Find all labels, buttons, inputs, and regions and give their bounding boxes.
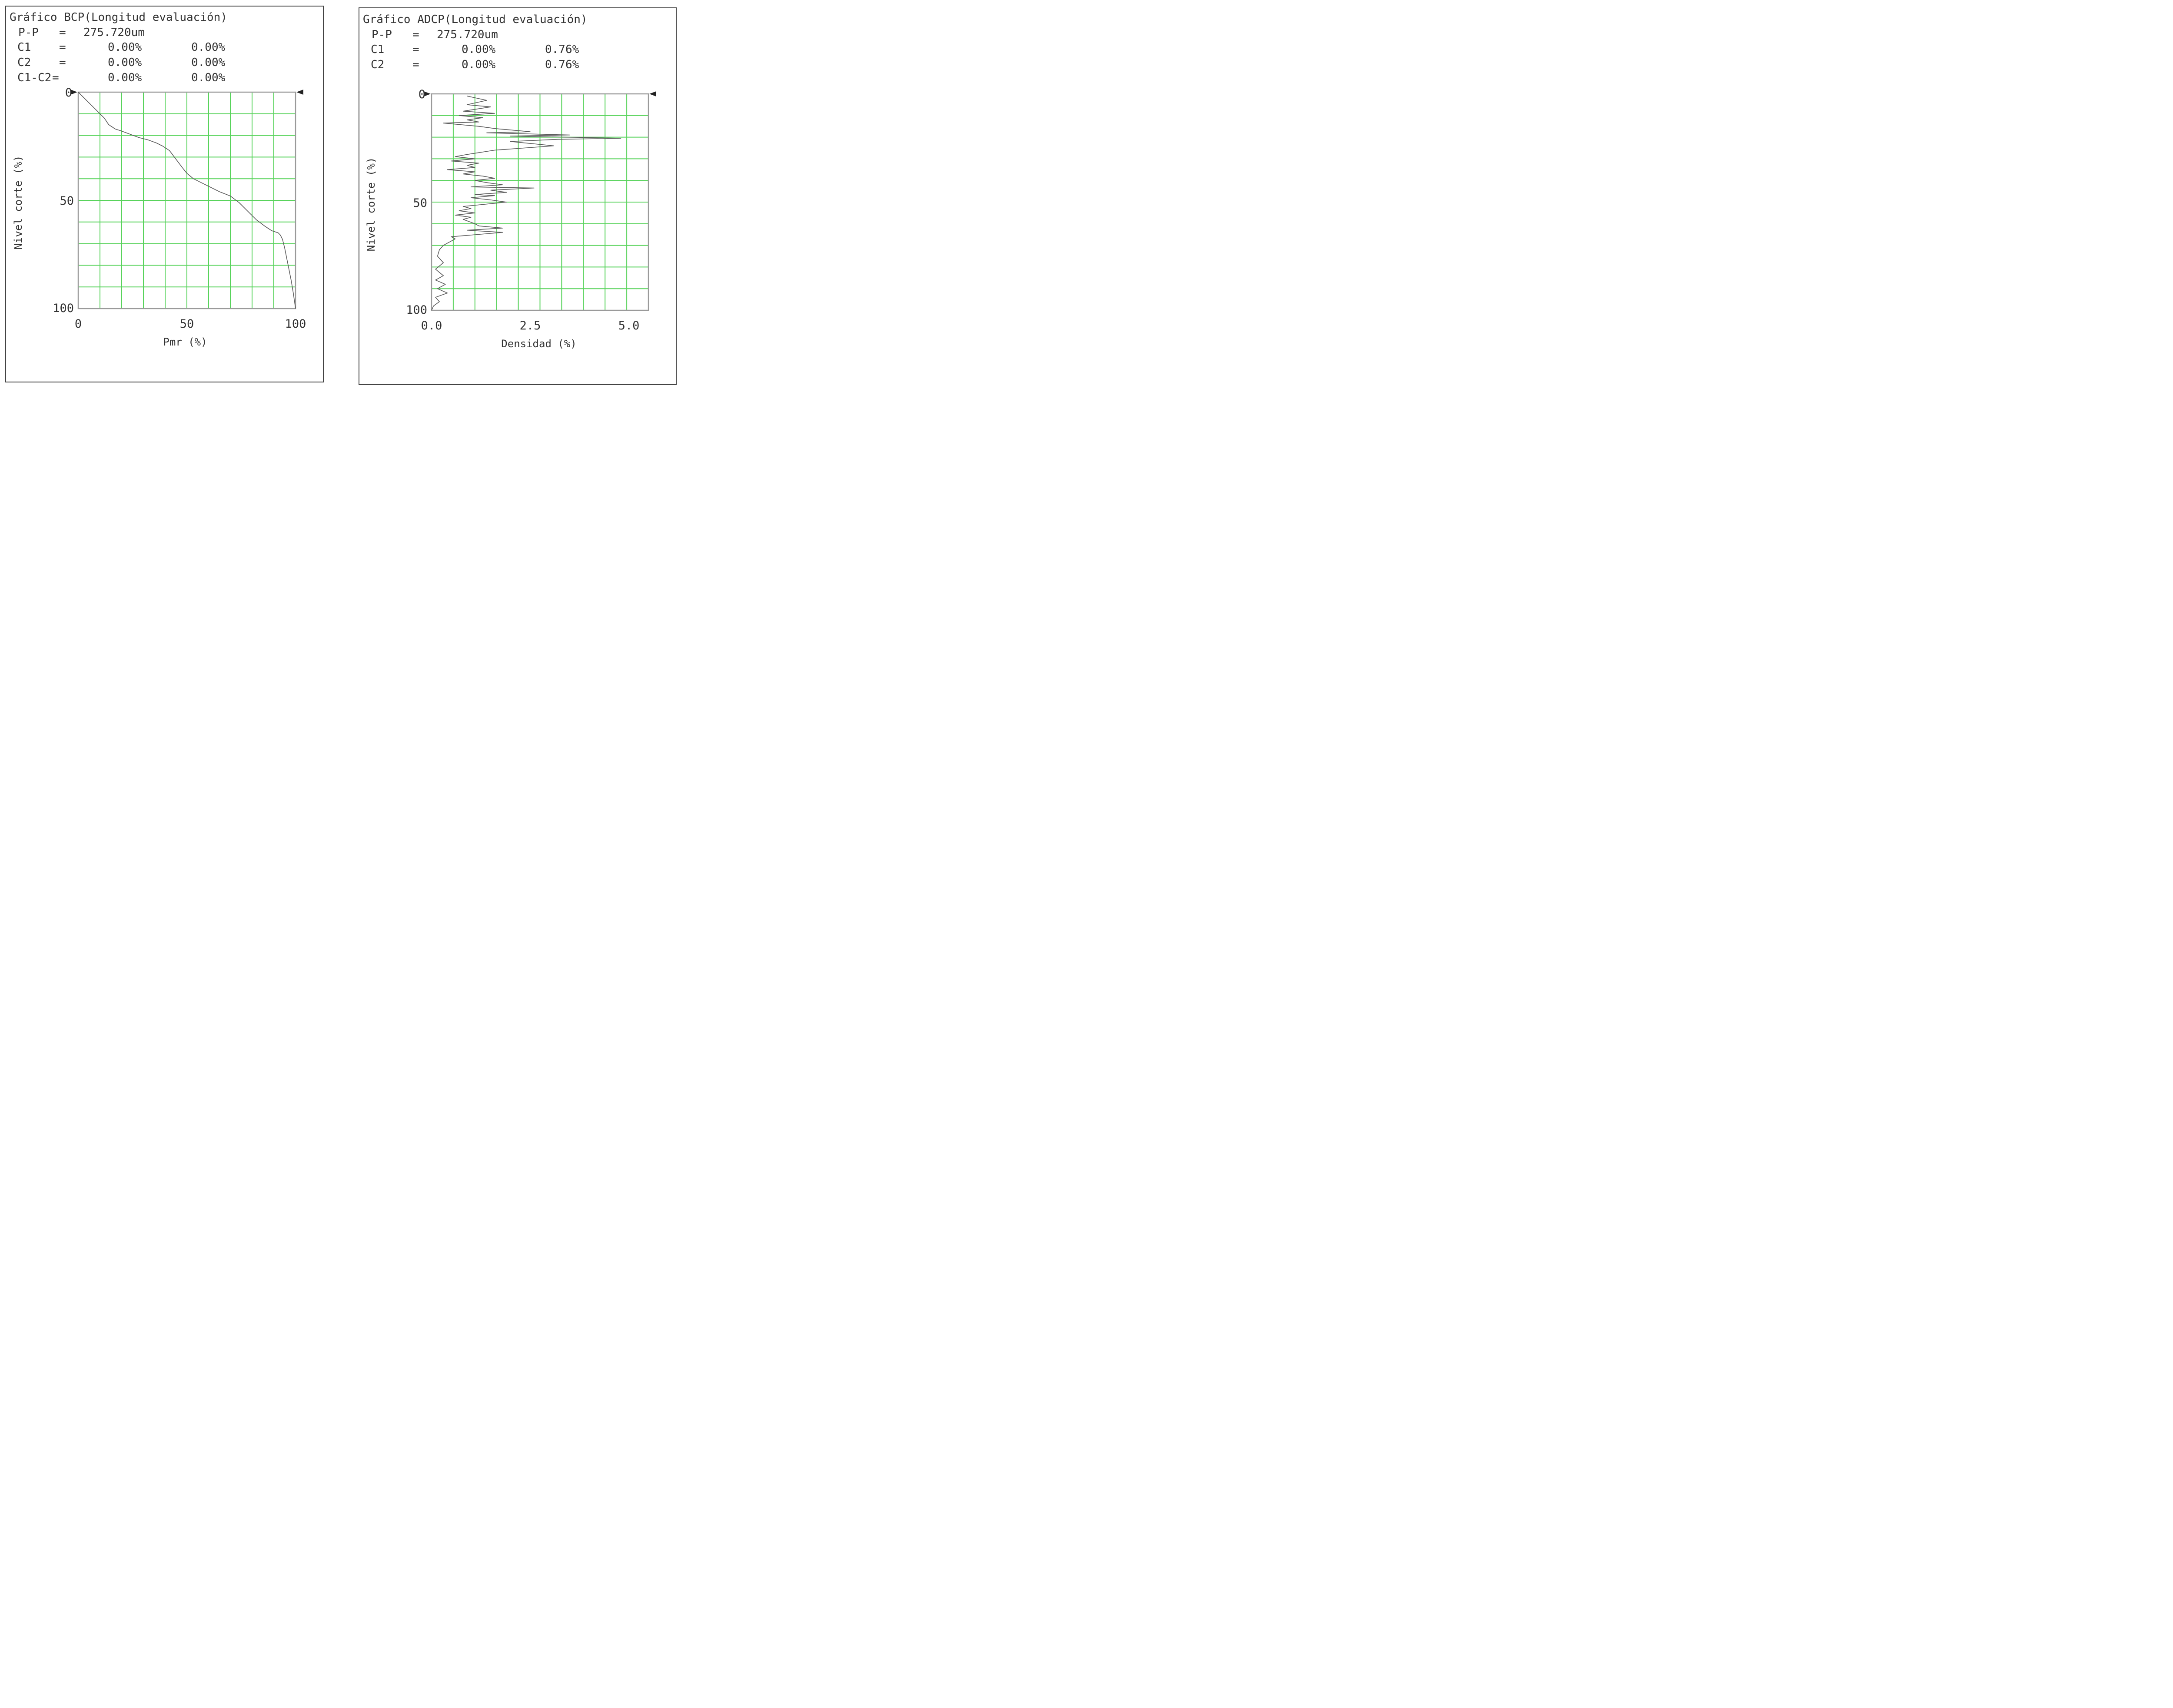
adcp-y-tick-50: 50	[413, 196, 427, 210]
adcp-cursor-left-marker	[424, 91, 431, 96]
bcp-y-ticks: 0 50 100	[53, 86, 74, 315]
adcp-c1-value2: 0.76%	[545, 43, 579, 56]
bcp-header-row-c1c2: C1-C2 = 0.00% 0.00%	[17, 71, 226, 84]
bcp-c1-eq: =	[59, 41, 66, 54]
adcp-plot-area	[431, 93, 649, 311]
bcp-pp-eq: =	[59, 26, 66, 39]
bcp-y-tick-0: 0	[65, 86, 72, 100]
bcp-c2-label: C2	[17, 56, 31, 69]
bcp-x-tick-100: 100	[285, 317, 306, 331]
bcp-cursor-left-marker	[70, 90, 77, 95]
adcp-c1-label: C1	[371, 43, 384, 56]
adcp-x-tick-0.0: 0.0	[421, 319, 442, 332]
bcp-c1-value2: 0.00%	[191, 41, 226, 54]
adcp-y-tick-100: 100	[406, 303, 427, 317]
adcp-curve	[431, 96, 621, 311]
bcp-header-row-pp: P-P = 275.720um	[18, 26, 145, 39]
bcp-plot-area	[77, 91, 296, 309]
bcp-c1c2-label: C1-C2	[17, 71, 51, 84]
bcp-c1c2-value1: 0.00%	[108, 71, 142, 84]
bcp-pp-value: 275.720um	[83, 26, 145, 39]
bcp-panel: Gráfico BCP(Longitud evaluación) P-P = 2…	[5, 6, 324, 382]
bcp-c1-label: C1	[17, 41, 31, 54]
adcp-c2-label: C2	[371, 58, 384, 71]
adcp-panel-frame	[359, 7, 677, 385]
adcp-pp-label: P-P	[372, 28, 392, 41]
bcp-y-axis-label: Nivel corte (%)	[12, 156, 24, 250]
adcp-panel: Gráfico ADCP(Longitud evaluación) P-P = …	[359, 7, 677, 385]
adcp-pp-value: 275.720um	[437, 28, 498, 41]
bcp-panel-frame	[5, 6, 324, 382]
adcp-c2-value2: 0.76%	[545, 58, 579, 71]
bcp-y-tick-100: 100	[53, 302, 74, 315]
adcp-x-ticks: 0.0 2.5 5.0	[421, 319, 640, 332]
bcp-c1c2-eq: =	[52, 71, 59, 84]
adcp-c1-value1: 0.00%	[462, 43, 496, 56]
bcp-pp-label: P-P	[18, 26, 39, 39]
bcp-c2-eq: =	[59, 56, 66, 69]
bcp-header-row-c2: C2 = 0.00% 0.00%	[17, 56, 226, 69]
adcp-title: Gráfico ADCP(Longitud evaluación)	[363, 13, 588, 26]
adcp-x-axis-label: Densidad (%)	[501, 338, 576, 350]
adcp-cursor-right-marker	[649, 91, 656, 96]
bcp-grid	[78, 92, 296, 309]
adcp-grid	[432, 94, 648, 310]
adcp-header-row-c1: C1 = 0.00% 0.76%	[371, 43, 579, 56]
adcp-y-tick-0: 0	[419, 88, 425, 101]
bcp-header-row-c1: C1 = 0.00% 0.00%	[17, 41, 226, 54]
bcp-x-ticks: 0 50 100	[75, 317, 306, 331]
bcp-x-tick-50: 50	[180, 317, 194, 331]
adcp-y-axis-label: Nivel corte (%)	[365, 157, 377, 252]
bcp-c1-value1: 0.00%	[108, 41, 142, 54]
adcp-x-tick-5.0: 5.0	[618, 319, 640, 332]
adcp-header-row-c2: C2 = 0.00% 0.76%	[371, 58, 579, 71]
adcp-pp-eq: =	[412, 28, 419, 41]
bcp-curve	[78, 92, 296, 309]
adcp-y-ticks: 0 50 100	[406, 88, 427, 317]
adcp-c2-value1: 0.00%	[462, 58, 496, 71]
bcp-c2-value2: 0.00%	[191, 56, 226, 69]
bcp-c1c2-value2: 0.00%	[191, 71, 226, 84]
figure: Gráfico BCP(Longitud evaluación) P-P = 2…	[5, 6, 677, 385]
adcp-header-row-pp: P-P = 275.720um	[372, 28, 498, 41]
bcp-cursor-right-marker	[296, 90, 303, 95]
bcp-c2-value1: 0.00%	[108, 56, 142, 69]
adcp-x-tick-2.5: 2.5	[520, 319, 541, 332]
bcp-title: Gráfico BCP(Longitud evaluación)	[10, 11, 227, 24]
bcp-x-tick-0: 0	[75, 317, 82, 331]
bcp-x-axis-label: Pmr (%)	[163, 336, 207, 348]
adcp-c1-eq: =	[412, 43, 419, 56]
adcp-c2-eq: =	[412, 58, 419, 71]
bcp-y-tick-50: 50	[60, 194, 74, 208]
